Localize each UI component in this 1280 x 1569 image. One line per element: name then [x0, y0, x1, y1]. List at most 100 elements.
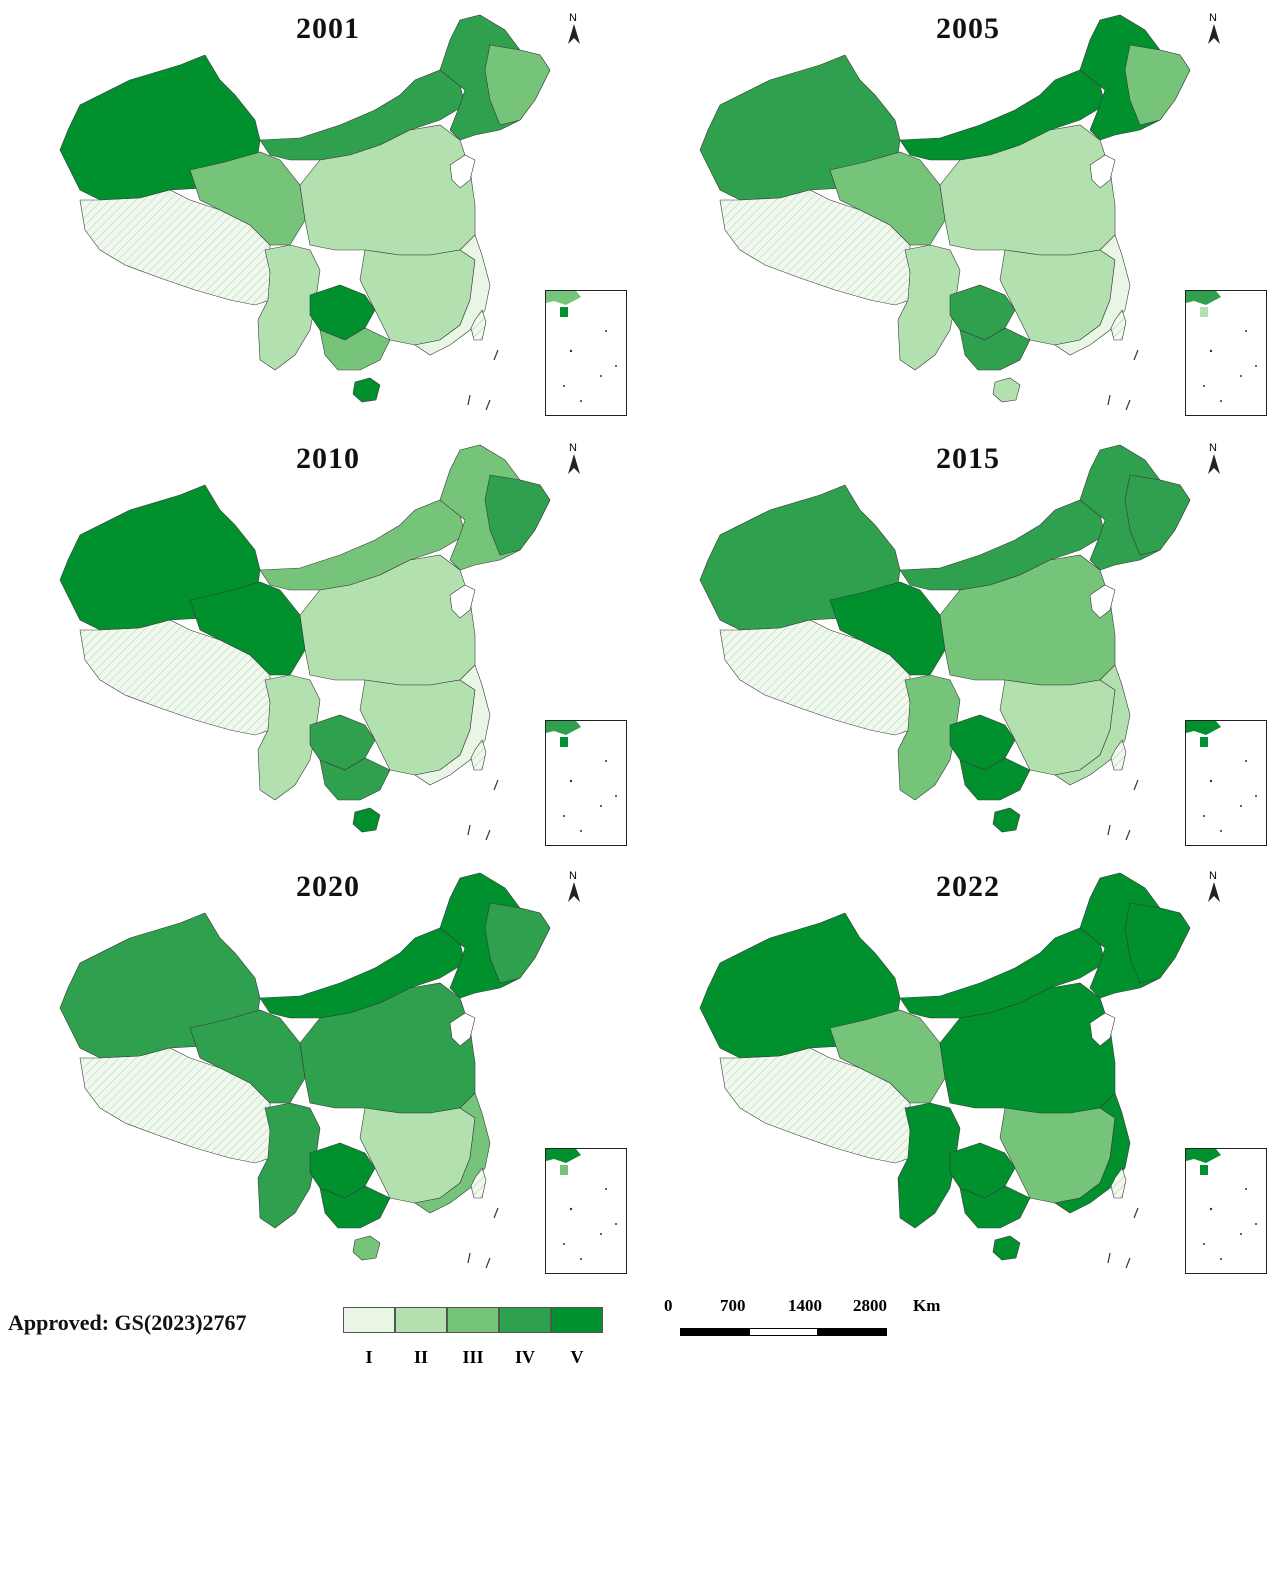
region-guangxi [319, 1185, 391, 1229]
region-sw [897, 674, 961, 801]
china-map [699, 444, 1191, 841]
region-guangxi [959, 757, 1031, 801]
island-mark [1125, 829, 1131, 841]
map-panel-2005: 2005 N [660, 10, 1267, 430]
region-hainan [352, 807, 381, 833]
south-china-sea-inset [545, 720, 627, 846]
south-china-sea-inset [1185, 290, 1267, 416]
region-center [299, 982, 476, 1114]
region-center [299, 124, 476, 256]
region-sw [897, 244, 961, 371]
island-mark [467, 394, 471, 406]
island-mark [1133, 1207, 1139, 1219]
region-taiwan [1110, 739, 1127, 771]
region-qinghai [829, 1009, 946, 1104]
bohai-sea [1089, 1012, 1116, 1047]
legend-label-III: III [462, 1347, 484, 1367]
island-mark [493, 349, 499, 361]
map-panel-2001: 2001 N [20, 10, 627, 430]
legend-swatch-IV [499, 1307, 551, 1333]
region-sw [257, 674, 321, 801]
region-sw [897, 1102, 961, 1229]
panel-year: 2001 [296, 12, 360, 45]
island-mark [1107, 824, 1111, 836]
region-hainan [992, 807, 1021, 833]
region-qinghai [829, 581, 946, 676]
region-east [414, 664, 491, 786]
north-arrow-icon: N [1204, 442, 1224, 476]
scale-tick-0: 0 [664, 1296, 673, 1315]
region-taiwan [1110, 1167, 1127, 1199]
legend-swatch-III [447, 1307, 499, 1333]
bohai-sea [449, 154, 476, 189]
north-label: N [1209, 442, 1217, 454]
china-map [59, 14, 551, 411]
north-arrow-icon: N [564, 442, 584, 476]
region-ne2 [484, 474, 551, 556]
region-taiwan [470, 309, 487, 341]
scale-tick-1400: 1400 [788, 1296, 822, 1315]
north-arrow-icon: N [1204, 870, 1224, 904]
china-map [59, 444, 551, 841]
north-label: N [569, 870, 577, 882]
scale-tick-2800: 2800 [853, 1296, 887, 1315]
north-label: N [569, 12, 577, 24]
island-mark [1133, 349, 1139, 361]
legend-label-IV: IV [514, 1347, 535, 1367]
approval-number: Approved: GS(2023)2767 [8, 1310, 247, 1335]
island-mark [1107, 1252, 1111, 1264]
north-label: N [1209, 12, 1217, 24]
north-arrow-icon: N [564, 870, 584, 904]
region-center [939, 554, 1116, 686]
region-taiwan [1110, 309, 1127, 341]
panel-year: 2010 [296, 442, 360, 475]
region-hainan [992, 377, 1021, 403]
region-east [1054, 664, 1131, 786]
region-east [1054, 1092, 1131, 1214]
island-mark [485, 399, 491, 411]
region-ne2 [484, 902, 551, 984]
island-mark [1107, 394, 1111, 406]
region-qinghai [189, 1009, 306, 1104]
map-panel-2010: 2010 N [20, 440, 627, 860]
bohai-sea [449, 584, 476, 619]
region-ne2 [484, 44, 551, 126]
island-mark [493, 779, 499, 791]
region-ne2 [1124, 902, 1191, 984]
island-mark [493, 1207, 499, 1219]
south-china-sea-inset [1185, 1148, 1267, 1274]
scale-tick-700: 700 [720, 1296, 746, 1315]
map-panel-2022: 2022 N [660, 868, 1267, 1288]
north-arrow-icon: N [564, 12, 584, 46]
island-mark [1133, 779, 1139, 791]
island-mark [485, 1257, 491, 1269]
south-china-sea-inset [545, 1148, 627, 1274]
legend-label-II: II [413, 1347, 428, 1367]
region-hainan [352, 1235, 381, 1261]
region-east [1054, 234, 1131, 356]
region-qinghai [189, 151, 306, 246]
map-panel-2015: 2015 N [660, 440, 1267, 860]
scale-segment-2 [749, 1328, 818, 1336]
legend-swatch-II [395, 1307, 447, 1333]
scale-segment-1 [680, 1328, 750, 1336]
panel-year: 2022 [936, 870, 1000, 903]
bohai-sea [1089, 154, 1116, 189]
legend-label-I: I [365, 1347, 373, 1367]
island-mark [1125, 1257, 1131, 1269]
region-taiwan [470, 739, 487, 771]
island-mark [485, 829, 491, 841]
region-hainan [352, 377, 381, 403]
scale-unit: Km [913, 1296, 941, 1315]
china-map [699, 14, 1191, 411]
panel-year: 2020 [296, 870, 360, 903]
map-panel-2020: 2020 N [20, 868, 627, 1288]
bohai-sea [449, 1012, 476, 1047]
region-east [414, 234, 491, 356]
scale-segment-3 [817, 1328, 887, 1336]
region-guangxi [959, 327, 1031, 371]
region-sw [257, 244, 321, 371]
north-arrow-icon: N [1204, 12, 1224, 46]
legend-swatch-V [551, 1307, 603, 1333]
scale-bar: 0 700 1400 2800 Km [660, 1296, 960, 1346]
